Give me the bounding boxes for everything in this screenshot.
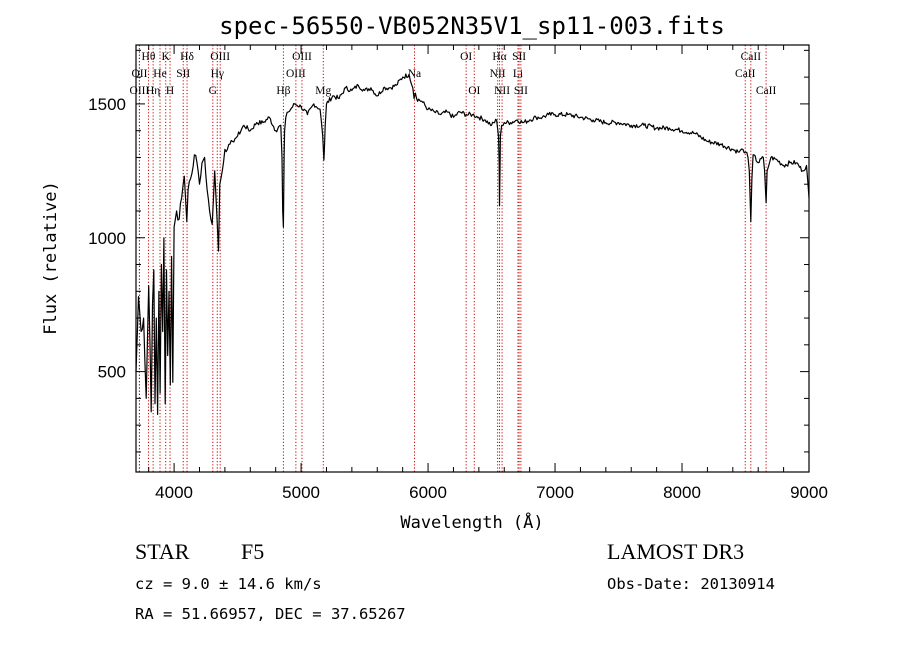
spectral-line-label: K xyxy=(162,51,171,63)
y-axis-label: Flux (relative) xyxy=(41,181,61,335)
series-line xyxy=(135,73,810,415)
redshift-text: cz = 9.0 ± 14.6 km/s xyxy=(135,575,322,593)
spectral-line-label: H xyxy=(166,85,174,97)
spectral-line-label: OIII xyxy=(210,51,230,63)
spectral-line-label: CaII xyxy=(735,68,756,80)
spectral-line-label: OI xyxy=(468,85,480,97)
spectral-line-label: SII xyxy=(514,85,528,97)
spectral-line-label: Mg xyxy=(315,85,331,97)
spectral-line-label: SII xyxy=(512,51,526,63)
spectral-line-label: Hη xyxy=(146,85,160,97)
spectral-line-label: CaII xyxy=(741,51,762,63)
y-tick-label: 500 xyxy=(98,363,126,382)
axis-tick-labels: 4000 5000 6000 7000 8000 9000 500 1000 1500 xyxy=(88,95,828,502)
spectral-line-label: NII xyxy=(490,68,506,80)
spectral-line-label: CaII xyxy=(756,85,777,97)
chart-title: spec-56550-VB052N35V1_sp11-003.fits xyxy=(219,12,725,40)
x-tick-label: 4000 xyxy=(155,483,193,502)
spectral-line-label: OII xyxy=(131,68,147,80)
spectral-line-label: Hγ xyxy=(211,68,224,80)
x-tick-label: 6000 xyxy=(409,483,447,502)
spectral-line-label: He xyxy=(153,68,166,80)
spectral-line-label: G xyxy=(209,85,217,97)
y-tick-label: 1500 xyxy=(88,95,126,114)
x-tick-label: 8000 xyxy=(663,483,701,502)
x-axis-label: Wavelength (Å) xyxy=(400,511,543,533)
spectral-line-label: Hβ xyxy=(276,85,290,97)
subclass-text: F5 xyxy=(241,539,264,564)
spectral-line-markers xyxy=(138,45,767,472)
x-tick-label: 9000 xyxy=(790,483,828,502)
obs-date-text: Obs-Date: 20130914 xyxy=(607,575,775,593)
spectral-line-label: Hδ xyxy=(180,51,194,63)
spectral-line-label: SII xyxy=(176,68,190,80)
spectral-line-label: Hθ xyxy=(142,51,156,63)
spectral-line-label: Hα xyxy=(492,51,506,63)
spectral-line-label: NII xyxy=(494,85,510,97)
spectral-line-label: Li xyxy=(513,68,523,80)
axis-ticks xyxy=(136,45,810,472)
y-tick-label: 1000 xyxy=(88,229,126,248)
plot-frame xyxy=(135,44,810,473)
spectral-line-label: OIII xyxy=(130,85,150,97)
spectral-line-label: Na xyxy=(408,68,421,80)
x-tick-label: 5000 xyxy=(282,483,320,502)
spectral-line-label: OIII xyxy=(292,51,312,63)
object-class-text: STAR xyxy=(135,539,190,564)
spectral-line-label: OI xyxy=(460,51,472,63)
survey-text: LAMOST DR3 xyxy=(607,539,744,564)
x-tick-label: 7000 xyxy=(536,483,574,502)
spectral-line-labels: Hθ K Hδ OIII OIII OI Hα SII CaII OII He SII Hγ OIII Na… xyxy=(130,51,777,97)
spectral-line-label: OIII xyxy=(286,68,306,80)
coords-text: RA = 51.66957, DEC = 37.65267 xyxy=(135,605,406,623)
